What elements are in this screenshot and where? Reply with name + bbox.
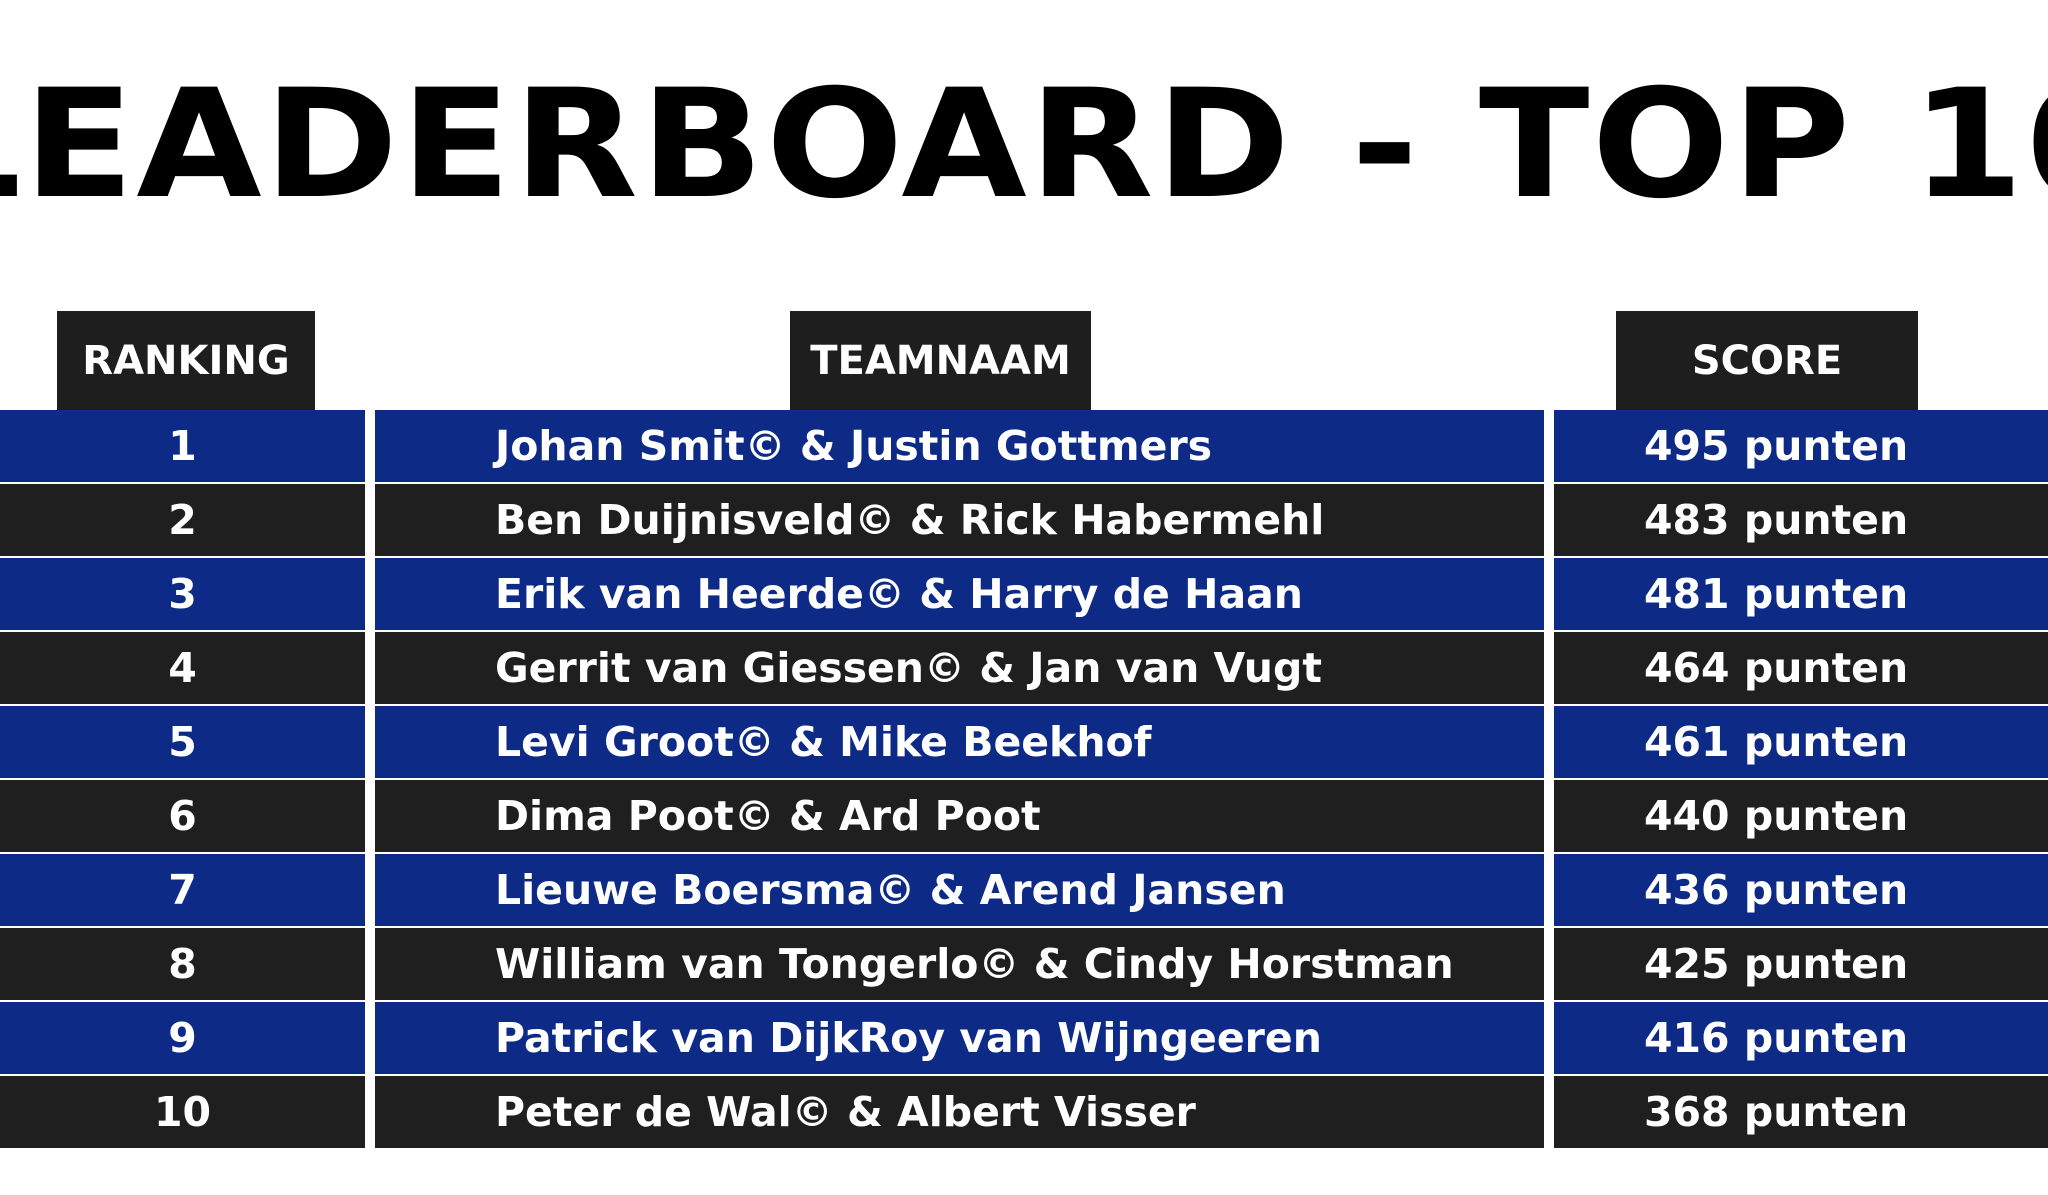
page-title: LEADERBOARD - TOP 10 bbox=[0, 58, 2048, 232]
table-row: 7 Lieuwe Boersma© & Arend Jansen 436 pun… bbox=[0, 854, 2048, 926]
rank-cell: 10 bbox=[0, 1076, 365, 1148]
column-header-team: TEAMNAAM bbox=[790, 311, 1091, 411]
team-cell: Levi Groot© & Mike Beekhof bbox=[375, 706, 1544, 778]
score-cell: 425 punten bbox=[1554, 928, 2048, 1000]
table-row: 2 Ben Duijnisveld© & Rick Habermehl 483 … bbox=[0, 484, 2048, 556]
score-cell: 481 punten bbox=[1554, 558, 2048, 630]
score-cell: 440 punten bbox=[1554, 780, 2048, 852]
score-cell: 483 punten bbox=[1554, 484, 2048, 556]
leaderboard-table: 1 Johan Smit© & Justin Gottmers 495 punt… bbox=[0, 410, 2048, 1148]
rank-cell: 1 bbox=[0, 410, 365, 482]
column-header-score: SCORE bbox=[1616, 311, 1918, 411]
team-cell: Patrick van DijkRoy van Wijngeeren bbox=[375, 1002, 1544, 1074]
score-cell: 461 punten bbox=[1554, 706, 2048, 778]
score-cell: 368 punten bbox=[1554, 1076, 2048, 1148]
score-cell: 436 punten bbox=[1554, 854, 2048, 926]
rank-cell: 3 bbox=[0, 558, 365, 630]
rank-cell: 6 bbox=[0, 780, 365, 852]
table-row: 3 Erik van Heerde© & Harry de Haan 481 p… bbox=[0, 558, 2048, 630]
score-cell: 464 punten bbox=[1554, 632, 2048, 704]
table-row: 9 Patrick van DijkRoy van Wijngeeren 416… bbox=[0, 1002, 2048, 1074]
rank-cell: 2 bbox=[0, 484, 365, 556]
team-cell: Dima Poot© & Ard Poot bbox=[375, 780, 1544, 852]
team-cell: Erik van Heerde© & Harry de Haan bbox=[375, 558, 1544, 630]
rank-cell: 4 bbox=[0, 632, 365, 704]
table-row: 4 Gerrit van Giessen© & Jan van Vugt 464… bbox=[0, 632, 2048, 704]
team-cell: William van Tongerlo© & Cindy Horstman bbox=[375, 928, 1544, 1000]
table-row: 10 Peter de Wal© & Albert Visser 368 pun… bbox=[0, 1076, 2048, 1148]
score-cell: 495 punten bbox=[1554, 410, 2048, 482]
rank-cell: 9 bbox=[0, 1002, 365, 1074]
team-cell: Gerrit van Giessen© & Jan van Vugt bbox=[375, 632, 1544, 704]
team-cell: Johan Smit© & Justin Gottmers bbox=[375, 410, 1544, 482]
rank-cell: 5 bbox=[0, 706, 365, 778]
score-cell: 416 punten bbox=[1554, 1002, 2048, 1074]
table-row: 1 Johan Smit© & Justin Gottmers 495 punt… bbox=[0, 410, 2048, 482]
team-cell: Lieuwe Boersma© & Arend Jansen bbox=[375, 854, 1544, 926]
table-row: 5 Levi Groot© & Mike Beekhof 461 punten bbox=[0, 706, 2048, 778]
rank-cell: 7 bbox=[0, 854, 365, 926]
table-row: 8 William van Tongerlo© & Cindy Horstman… bbox=[0, 928, 2048, 1000]
rank-cell: 8 bbox=[0, 928, 365, 1000]
team-cell: Peter de Wal© & Albert Visser bbox=[375, 1076, 1544, 1148]
team-cell: Ben Duijnisveld© & Rick Habermehl bbox=[375, 484, 1544, 556]
column-header-ranking: RANKING bbox=[57, 311, 315, 411]
table-row: 6 Dima Poot© & Ard Poot 440 punten bbox=[0, 780, 2048, 852]
